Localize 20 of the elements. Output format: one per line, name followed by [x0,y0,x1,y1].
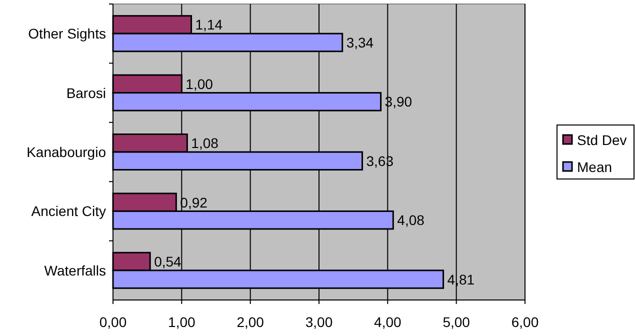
y-tick-label: Ancient City [31,203,106,220]
data-label: 3,34 [346,34,374,50]
legend-label: Std Dev [577,132,627,148]
y-tick-label: Barosi [66,84,106,101]
data-label: 0,54 [154,254,182,270]
x-tick-label: 5,00 [442,314,470,330]
data-label: 1,14 [195,16,223,33]
x-tick-label: 3,00 [305,314,333,330]
y-tick-label: Other Sights [28,26,106,42]
legend-label: Mean [577,159,612,175]
data-label: 4,08 [397,212,425,228]
x-tick-label: 2,00 [236,314,264,330]
data-label: 1,00 [186,76,214,92]
x-tick-label: 1,00 [168,314,196,330]
data-label: 1,08 [191,135,219,152]
x-tick-label: 0,00 [99,314,127,330]
y-tick-label: Kanabourgio [26,144,106,160]
x-tick-label: 6,00 [511,314,539,330]
y-tick-label: Waterfalls [44,262,106,278]
x-tick-label: 4,00 [374,314,402,330]
